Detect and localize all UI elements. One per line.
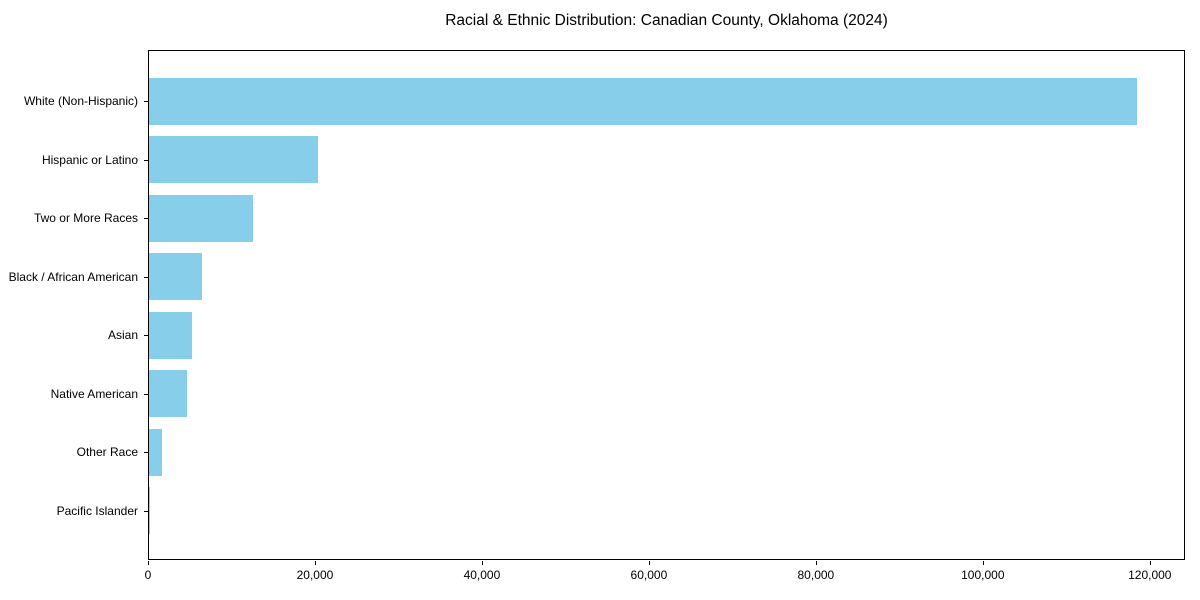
x-tick-mark <box>815 561 817 565</box>
x-tick-label: 20,000 <box>296 568 334 582</box>
x-tick-label: 0 <box>144 568 152 582</box>
x-tick-label: 80,000 <box>797 568 835 582</box>
x-tick-mark <box>148 561 149 565</box>
y-tick-label: Other Race <box>76 445 138 460</box>
x-tick-label: 60,000 <box>630 568 668 582</box>
plot-area <box>148 50 1185 560</box>
x-tick-label: 120,000 <box>1128 568 1172 582</box>
bar-two-or-more-races <box>149 194 253 242</box>
y-tick-mark <box>144 218 148 220</box>
x-tick-mark <box>982 561 984 565</box>
y-tick-mark <box>144 452 148 454</box>
bar-black-african-american <box>149 253 203 301</box>
bar-hispanic-or-latino <box>149 136 318 184</box>
y-tick-mark <box>144 276 148 278</box>
x-tick-mark <box>648 561 650 565</box>
x-tick-label: 100,000 <box>961 568 1005 582</box>
x-tick-label: 40,000 <box>463 568 501 582</box>
y-tick-label: Hispanic or Latino <box>41 152 138 167</box>
bar-pacific-islander <box>149 487 151 535</box>
y-tick-label: White (Non-Hispanic) <box>23 94 138 109</box>
chart-title: Racial & Ethnic Distribution: Canadian C… <box>445 12 888 29</box>
x-tick-mark <box>314 561 316 565</box>
bar-other-race <box>149 428 162 476</box>
y-tick-label: Native American <box>50 386 138 401</box>
y-tick-mark <box>144 335 148 337</box>
bar-native-american <box>149 370 187 418</box>
bar-asian <box>149 311 193 359</box>
y-tick-label: Asian <box>107 328 138 343</box>
y-tick-label: Two or More Races <box>33 211 138 226</box>
y-tick-mark <box>144 510 148 512</box>
y-tick-mark <box>144 393 148 395</box>
y-tick-mark <box>144 101 148 103</box>
x-tick-mark <box>481 561 483 565</box>
y-tick-mark <box>144 159 148 161</box>
x-tick-mark <box>1149 561 1151 565</box>
bar-white-non-hispanic <box>149 77 1137 125</box>
y-tick-label: Pacific Islander <box>56 503 138 518</box>
y-tick-label: Black / African American <box>8 269 138 284</box>
